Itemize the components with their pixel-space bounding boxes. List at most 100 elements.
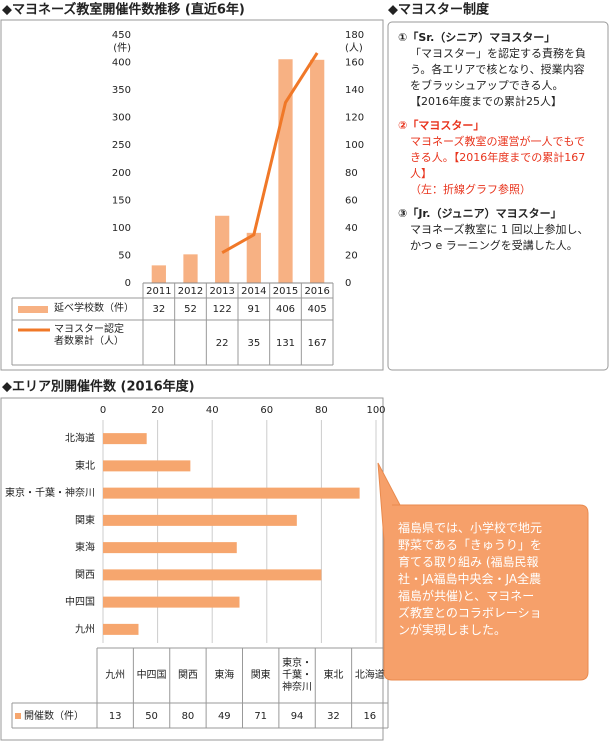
panel-frame [387, 21, 609, 371]
y-tick-label: 中四国 [65, 595, 95, 608]
panel-item-text: （左：折線グラフ参照） [410, 183, 531, 196]
table-value: 50 [145, 711, 158, 722]
table-value: 13 [109, 711, 122, 722]
bar [103, 514, 297, 526]
x-tick-label: 100 [366, 405, 385, 416]
x-tick-label: 20 [151, 405, 164, 416]
panel-title: ◆マヨスター制度 [388, 2, 490, 18]
legend-label: 延べ学校数（件） [54, 303, 134, 314]
table-value: 35 [247, 338, 260, 349]
callout-text: 福島県では、小学校で地元野菜である「きゅうり」を育てる取り組み (福島民報社・J… [398, 521, 543, 637]
table-header: 東京・千葉・神奈川 [282, 657, 313, 693]
x-tick-label: 0 [100, 405, 106, 416]
y-tick-label: 関西 [75, 569, 95, 581]
table-header: 関東 [250, 669, 271, 681]
y-tick-label: 東北 [75, 459, 95, 472]
table-value: 22 [216, 338, 229, 349]
bar [103, 623, 139, 635]
y2-tick-label: 140 [345, 85, 364, 96]
chart-title: ◆エリア別開催件数 (2016年度) [2, 379, 195, 395]
table-value: 71 [254, 711, 267, 722]
panel-item-heading: ②「マヨスター」 [398, 119, 485, 132]
y-tick-label: 関東 [75, 513, 95, 526]
x-tick-label: 2015 [273, 286, 298, 297]
y-tick-label: 北海道 [65, 432, 95, 445]
table-header: 東北 [323, 669, 344, 681]
bar [103, 542, 237, 554]
chart-frame [0, 19, 384, 371]
chart-frame [0, 397, 384, 741]
panel-item-heading: ③「Jr.（ジュニア）マヨスター」 [398, 207, 562, 220]
legend-marker [18, 306, 48, 313]
chart-title: ◆マヨネーズ教室開催件数推移 (直近6年) [2, 2, 245, 18]
panel-item: ①「Sr.（シニア）マヨスター」 「マヨスター」を認定する責務を負う。各エリアで核… [398, 30, 603, 110]
bar [215, 215, 230, 283]
table-value: 16 [363, 711, 376, 722]
bar [151, 265, 166, 283]
y2-tick-label: 180 [345, 30, 364, 41]
y-tick-label: 300 [112, 113, 131, 124]
panel-item: ②「マヨスター」マヨネーズ教室の運営が一人でもできる人。【2016年度までの累計… [398, 118, 603, 198]
line-series [221, 52, 319, 254]
y-tick-label: 九州 [75, 623, 95, 635]
panel-item-text: マヨネーズ教室に 1 回以上参加し、かつ e ラーニングを受講した人。 [410, 223, 589, 252]
y-tick-label: 250 [112, 140, 131, 151]
bar [103, 596, 240, 608]
bar [103, 569, 322, 581]
table-header: 中四国 [136, 669, 167, 681]
panel-item-text: マヨネーズ教室の運営が一人でもできる人。【2016年度までの累計167人】 [410, 135, 586, 180]
y-tick-label: 50 [118, 250, 131, 261]
y2-tick-label: 40 [345, 223, 358, 234]
y2-tick-label: 20 [345, 250, 358, 261]
x-tick-label: 2011 [146, 286, 171, 297]
callout [377, 462, 589, 681]
x-tick-label: 2013 [209, 286, 234, 297]
y-tick-label: 350 [112, 85, 131, 96]
table-header: 関西 [177, 669, 198, 681]
legend-label: マヨスター認定者数累計（人） [54, 324, 124, 347]
panel-item: ③「Jr.（ジュニア）マヨスター」マヨネーズ教室に 1 回以上参加し、かつ e … [398, 206, 603, 254]
bar [103, 487, 360, 499]
table-value: 80 [182, 711, 195, 722]
table-value: 52 [184, 304, 197, 315]
x-tick-label: 2016 [304, 286, 329, 297]
y2-axis-label: (人) [345, 42, 363, 54]
y-axis-label: (件) [113, 42, 131, 54]
legend-marker [15, 713, 21, 719]
x-tick-label: 60 [260, 405, 273, 416]
table-value: 167 [308, 338, 327, 349]
x-tick-label: 40 [206, 405, 219, 416]
y2-tick-label: 80 [345, 168, 358, 179]
x-tick-label: 80 [315, 405, 328, 416]
panel-body: ①「Sr.（シニア）マヨスター」 「マヨスター」を認定する責務を負う。各エリアで核… [398, 30, 603, 262]
table-value: 406 [276, 304, 295, 315]
table-value: 405 [308, 304, 327, 315]
y-tick-label: 0 [125, 278, 131, 289]
y-tick-label: 150 [112, 195, 131, 206]
bar [246, 232, 261, 283]
table-header: 東海 [214, 669, 235, 681]
x-tick-label: 2012 [178, 286, 203, 297]
bar [103, 433, 147, 445]
table-value: 94 [291, 711, 304, 722]
bar [183, 254, 198, 283]
y-tick-label: 200 [112, 168, 131, 179]
table-header: 北海道 [354, 669, 385, 681]
y-tick-label: 東京・千葉・神奈川 [5, 486, 95, 499]
table-value: 91 [247, 304, 260, 315]
y-tick-label: 450 [112, 30, 131, 41]
y2-tick-label: 60 [345, 195, 358, 206]
bar [103, 460, 191, 472]
table-value: 49 [218, 711, 231, 722]
table-value: 131 [276, 338, 295, 349]
y2-tick-label: 160 [345, 58, 364, 69]
y2-tick-label: 100 [345, 140, 364, 151]
table-value: 122 [213, 304, 232, 315]
panel-item-text: 【2016年度までの累計25人】 [410, 95, 562, 108]
y-tick-label: 400 [112, 58, 131, 69]
bar [310, 59, 325, 283]
y-tick-label: 東海 [75, 541, 95, 554]
panel-item-heading: ①「Sr.（シニア）マヨスター」 [398, 31, 556, 44]
y2-tick-label: 120 [345, 113, 364, 124]
